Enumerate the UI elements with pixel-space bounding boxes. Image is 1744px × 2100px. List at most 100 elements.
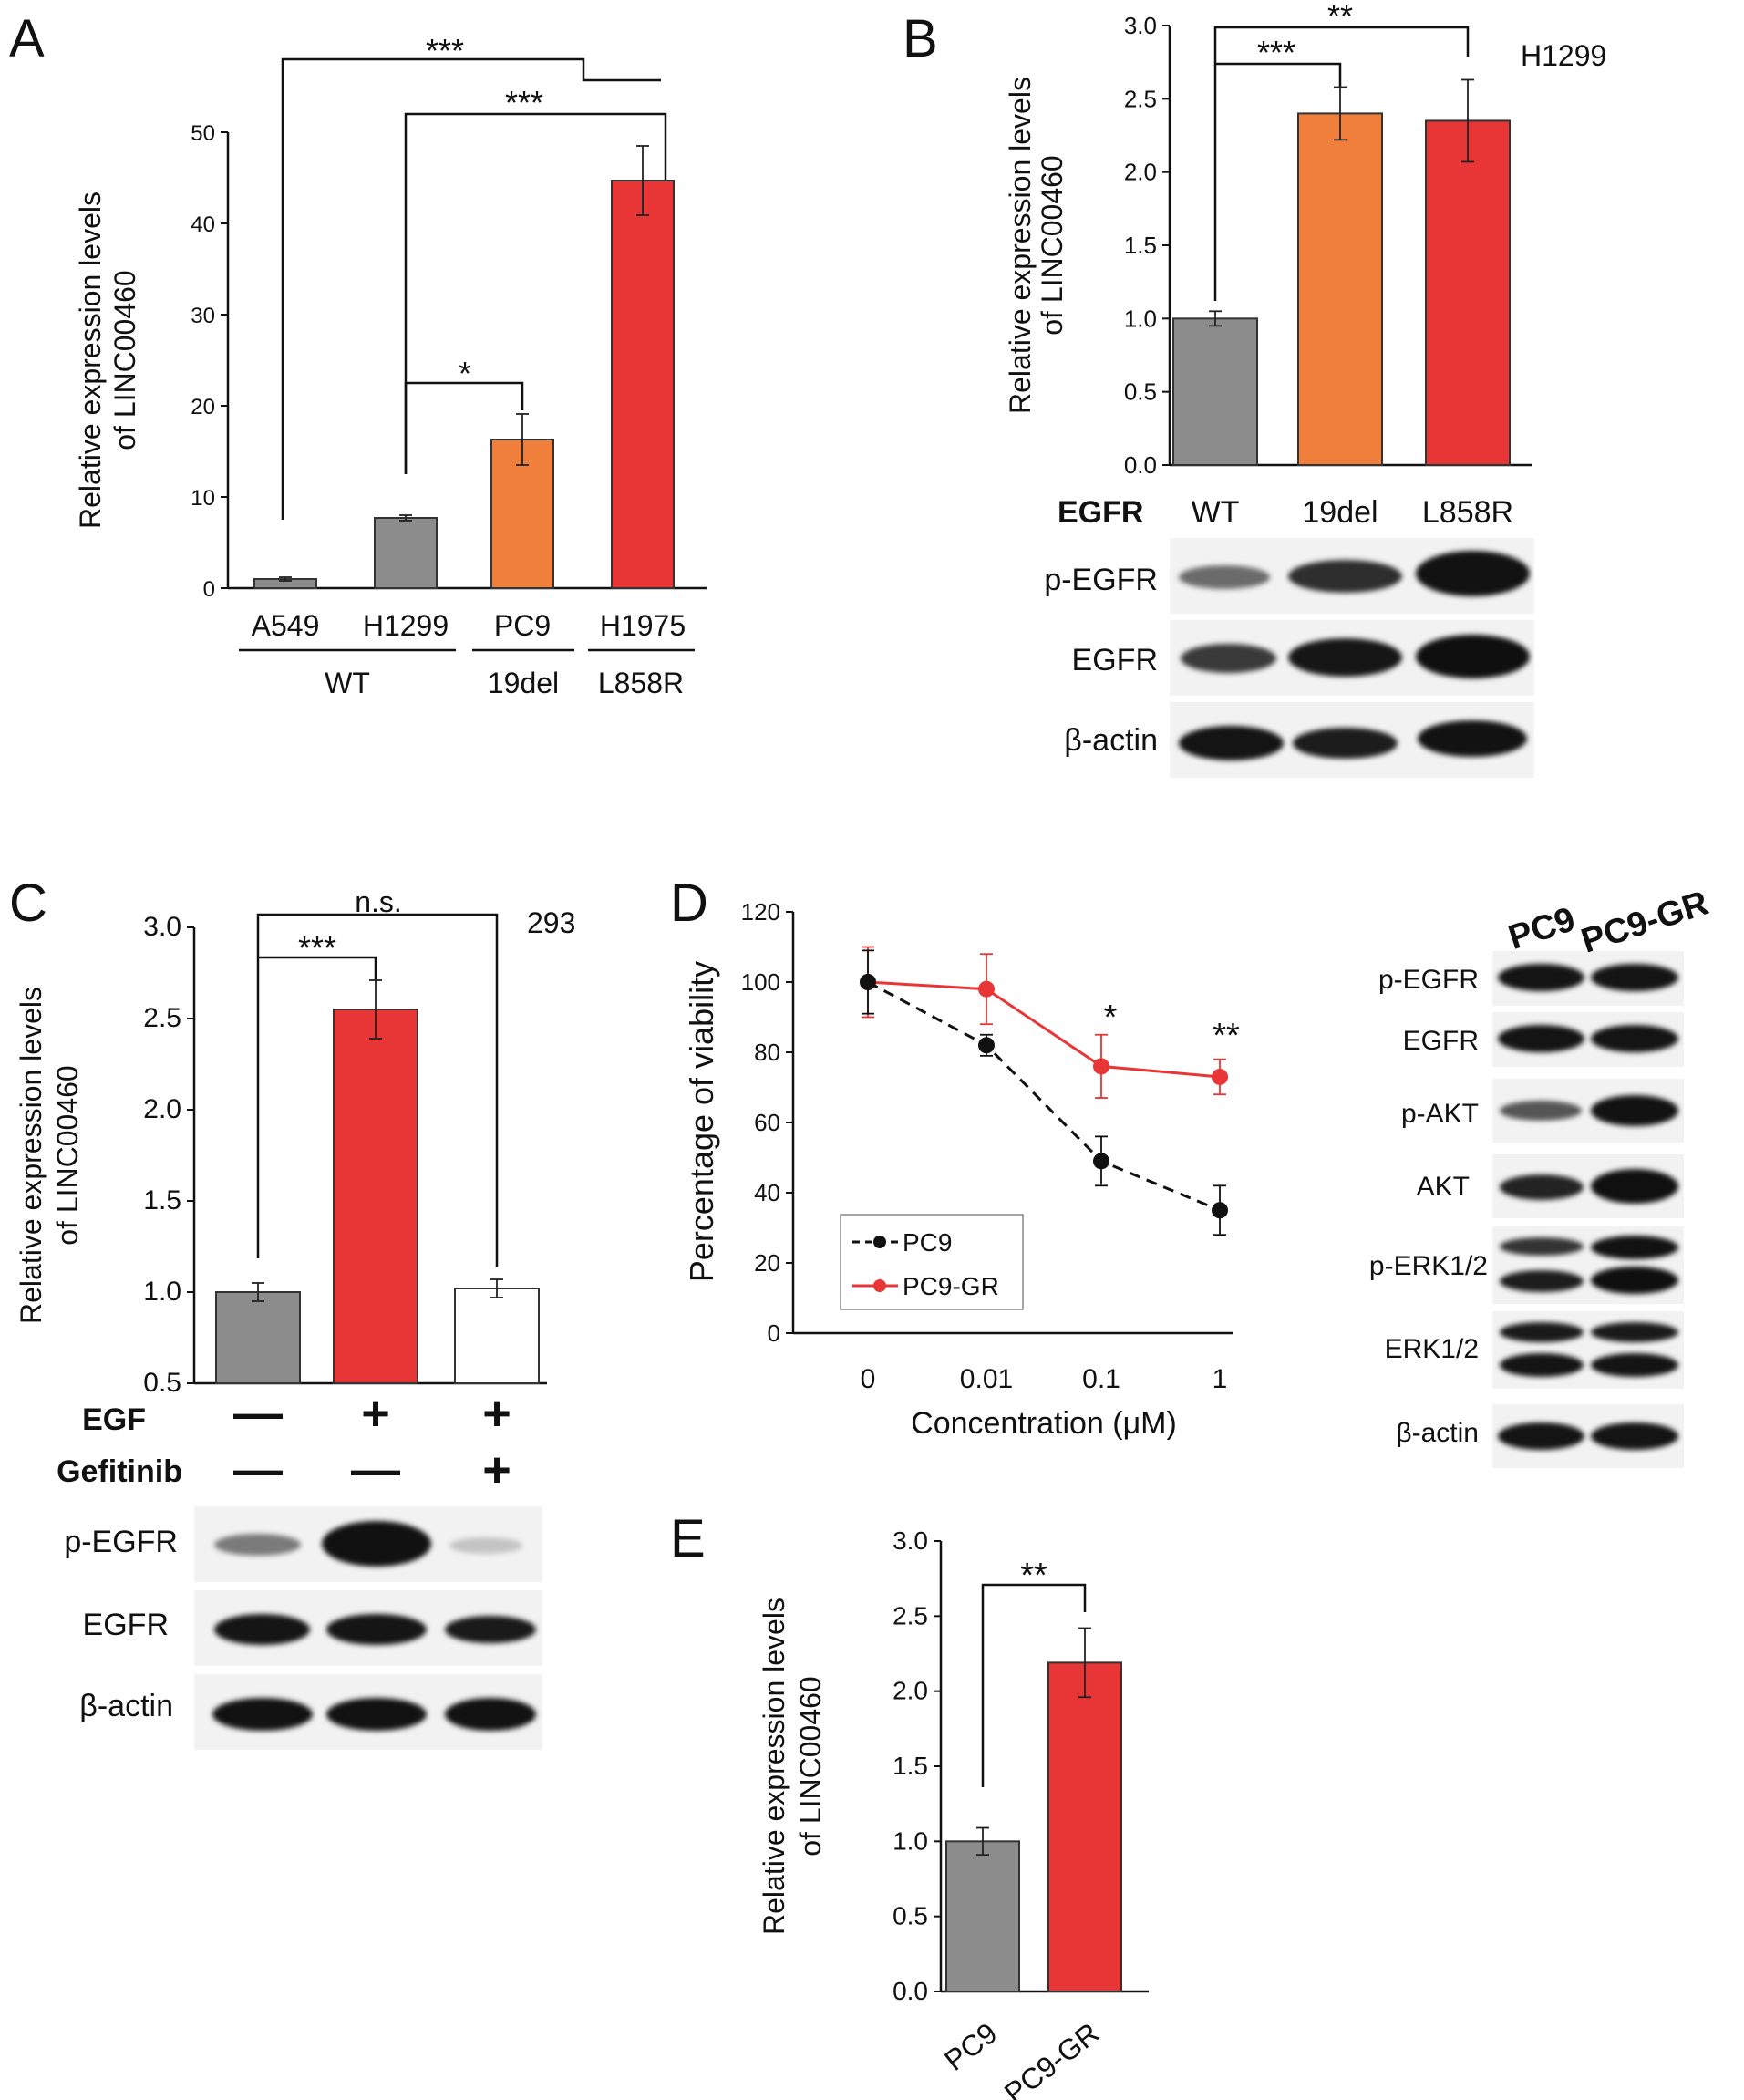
c-y-axis-label-2: of LINC00460 <box>51 1065 84 1245</box>
c-y-tick-label: 3.0 <box>143 912 181 942</box>
d-legend-marker <box>873 1236 886 1248</box>
b-blot-label-3: β-actin <box>1064 723 1158 758</box>
e-y-tick-label: 0.0 <box>893 1977 928 2005</box>
d-legend-box <box>840 1214 1024 1310</box>
a-bar <box>374 517 438 589</box>
c-gef-sign-1: — <box>233 1443 283 1497</box>
panel-letter-d: D <box>670 874 708 933</box>
c-y-tick-label: 1.0 <box>143 1277 181 1307</box>
a-category-label: PC9 <box>494 609 551 642</box>
d-y-tick-label: 20 <box>754 1249 780 1277</box>
d-sig-2: ** <box>1213 1017 1240 1055</box>
e-y-axis-label-2: of LINC00460 <box>794 1676 827 1856</box>
d-point-pc9-gr <box>1093 1058 1109 1075</box>
d-sig-1: * <box>1104 998 1118 1037</box>
a-sig-1: *** <box>426 32 464 69</box>
b-blot-label-2: EGFR <box>1071 643 1158 678</box>
d-point-pc9 <box>1093 1153 1109 1170</box>
c-egf-sign-2: + <box>361 1386 390 1441</box>
a-sig-2: *** <box>505 84 543 121</box>
d-x-tick-label: 0.01 <box>960 1364 1013 1394</box>
c-egf-sign-1: — <box>233 1386 283 1441</box>
b-egfr-label: EGFR <box>1058 495 1143 530</box>
d-blot-label-6: ERK1/2 <box>1384 1334 1479 1364</box>
c-y-tick-label: 1.5 <box>143 1185 181 1216</box>
e-y-tick-label: 1.0 <box>893 1826 928 1855</box>
d-blot-label-2: EGFR <box>1402 1026 1479 1056</box>
d-blot-row-p-egfr <box>1492 951 1684 1006</box>
d-series-line-pc9 <box>867 980 1221 1212</box>
c-egf-label: EGF <box>82 1402 146 1437</box>
a-y-tick-label: 20 <box>191 395 215 419</box>
c-y-tick-label: 0.5 <box>143 1368 181 1398</box>
a-group-l858r: L858R <box>598 667 684 699</box>
c-blot-row-p-egfr <box>194 1506 542 1582</box>
b-category-label: WT <box>1192 495 1240 530</box>
static-annotations: A B C D E *** *** * WT 19del L858R ** **… <box>9 0 1606 1787</box>
d-legend-marker <box>873 1279 886 1292</box>
d-point-pc9 <box>978 1037 995 1054</box>
e-y-tick-label: 0.5 <box>893 1902 928 1930</box>
a-group-19del: 19del <box>488 667 559 699</box>
d-y-tick-label: 40 <box>754 1179 780 1206</box>
c-y-tick-label: 2.0 <box>143 1094 181 1124</box>
c-egf-sign-3: + <box>482 1386 511 1441</box>
d-point-pc9 <box>860 974 876 990</box>
c-y-tick-label: 2.5 <box>143 1003 181 1033</box>
c-blot-row-actin <box>194 1674 542 1750</box>
a-y-tick-label: 50 <box>191 121 215 146</box>
panel-letter-a: A <box>9 9 45 68</box>
a-group-wt: WT <box>325 667 370 699</box>
a-y-axis-label-2: of LINC00460 <box>108 270 141 450</box>
b-category-label: 19del <box>1302 495 1378 530</box>
d-blot-label-5: p-ERK1/2 <box>1368 1251 1488 1281</box>
b-blot-label-1: p-EGFR <box>1044 563 1158 597</box>
b-y-tick-label: 1.5 <box>1124 232 1157 259</box>
c-y-axis-label: Relative expression levels <box>15 987 47 1324</box>
b-y-tick-label: 1.0 <box>1124 305 1157 332</box>
c-blot-row-egfr <box>194 1590 542 1666</box>
c-blot-label-1: p-EGFR <box>64 1525 178 1559</box>
b-y-axis-label: Relative expression levels <box>1004 77 1037 414</box>
d-series-line-pc9-gr <box>867 980 1221 1079</box>
e-y-tick-label: 3.0 <box>893 1526 928 1555</box>
b-y-tick-label: 2.0 <box>1124 159 1157 186</box>
b-category-label: L858R <box>1422 495 1513 530</box>
a-category-label: H1975 <box>600 609 686 642</box>
panel-letter-b: B <box>903 9 938 68</box>
c-bar <box>333 1009 418 1384</box>
e-y-tick-label: 2.0 <box>893 1677 928 1705</box>
a-category-label: H1299 <box>363 609 449 642</box>
b-bar <box>1297 112 1383 467</box>
d-point-pc9 <box>1212 1202 1228 1219</box>
d-legend-label: PC9-GR <box>903 1272 999 1300</box>
b-bar <box>1425 119 1511 467</box>
a-y-tick-label: 30 <box>191 304 215 328</box>
d-blot-row-actin <box>1492 1404 1684 1468</box>
c-cell-line: 293 <box>527 906 575 939</box>
d-point-pc9-gr <box>1212 1068 1228 1085</box>
e-y-axis-label: Relative expression levels <box>758 1598 790 1935</box>
c-bar <box>454 1288 540 1384</box>
b-blot-row-actin <box>1170 702 1534 778</box>
c-blot-label-3: β-actin <box>79 1689 173 1723</box>
a-bar <box>611 180 675 589</box>
d-point-pc9-gr <box>978 980 995 998</box>
d-blot-label-3: p-AKT <box>1400 1099 1479 1129</box>
d-y-axis-label: Percentage of viability <box>683 961 720 1282</box>
a-sig-3: * <box>459 355 471 392</box>
d-blot-row-erk <box>1492 1311 1684 1389</box>
d-blot-row-egfr <box>1492 1012 1684 1067</box>
b-cell-line: H1299 <box>1521 39 1606 72</box>
e-sig-1: ** <box>1020 1557 1047 1595</box>
a-y-axis-label: Relative expression levels <box>74 191 107 529</box>
b-y-tick-label: 0.0 <box>1124 451 1157 479</box>
b-y-tick-label: 2.5 <box>1124 85 1157 112</box>
b-blot-row-egfr <box>1170 620 1534 696</box>
d-y-tick-label: 120 <box>741 898 780 926</box>
d-x-tick-label: 0 <box>861 1364 876 1394</box>
c-sig-ns: n.s. <box>355 885 402 918</box>
e-bar <box>1047 1661 1122 1992</box>
